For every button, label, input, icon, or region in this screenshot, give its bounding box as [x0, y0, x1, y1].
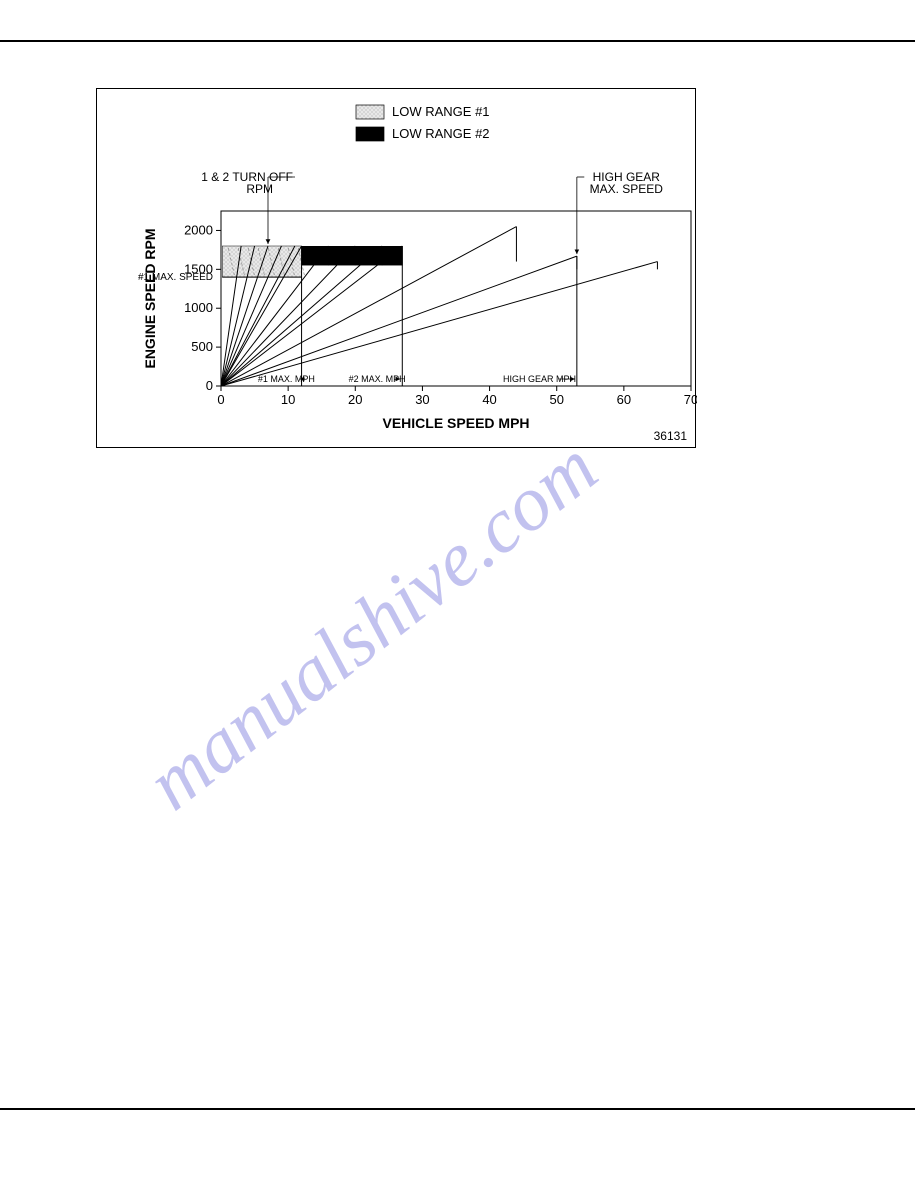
svg-text:500: 500	[191, 339, 213, 354]
svg-text:70: 70	[684, 392, 697, 407]
gear-speed-chart: 0 10 20 30 40 50 60 70 VEHICLE SPEED MPH 0 500 1000…	[97, 89, 697, 449]
svg-text:LOW RANGE #1: LOW RANGE #1	[392, 104, 490, 119]
svg-text:RPM: RPM	[246, 182, 273, 196]
svg-text:2000: 2000	[184, 222, 213, 237]
figure-frame: 0 10 20 30 40 50 60 70 VEHICLE SPEED MPH 0 500 1000…	[96, 88, 696, 448]
page-rule-bottom	[0, 1108, 915, 1110]
svg-text:40: 40	[482, 392, 496, 407]
svg-text:30: 30	[415, 392, 429, 407]
svg-text:#1 MAX. SPEED: #1 MAX. SPEED	[138, 272, 213, 283]
svg-text:60: 60	[617, 392, 631, 407]
watermark-text: manualshive.com	[130, 422, 614, 828]
svg-text:ENGINE SPEED RPM: ENGINE SPEED RPM	[142, 228, 158, 368]
svg-text:20: 20	[348, 392, 362, 407]
svg-text:0: 0	[206, 378, 213, 393]
figure-id-label: 36131	[654, 429, 687, 443]
svg-text:0: 0	[217, 392, 224, 407]
svg-text:LOW RANGE #2: LOW RANGE #2	[392, 126, 490, 141]
svg-text:MAX. SPEED: MAX. SPEED	[590, 182, 664, 196]
page-rule-top	[0, 40, 915, 42]
svg-text:10: 10	[281, 392, 295, 407]
svg-text:50: 50	[549, 392, 563, 407]
svg-text:VEHICLE SPEED MPH: VEHICLE SPEED MPH	[382, 415, 529, 431]
svg-text:1000: 1000	[184, 300, 213, 315]
svg-text:#1 MAX. MPH: #1 MAX. MPH	[258, 374, 315, 384]
